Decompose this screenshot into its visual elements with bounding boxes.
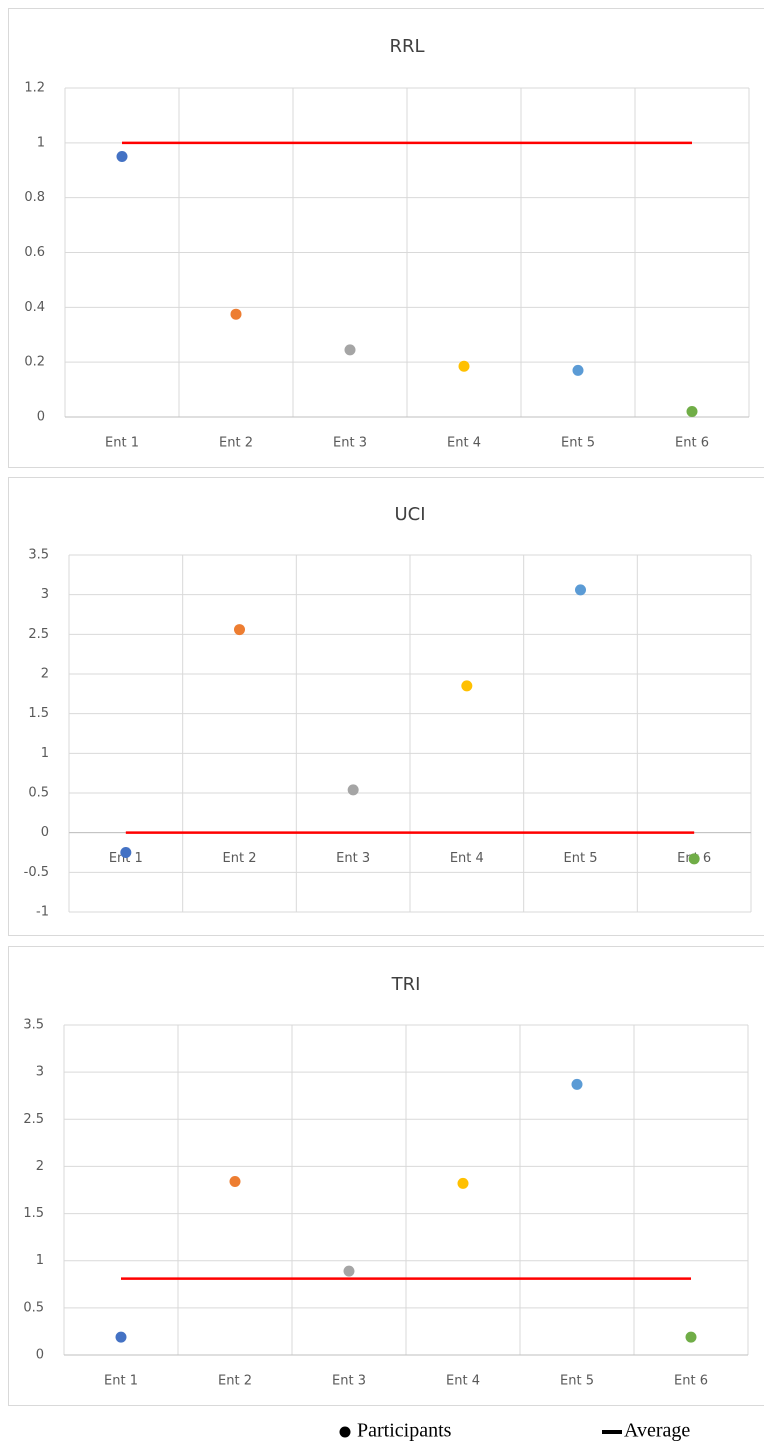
y-tick-label: 0.5 bbox=[28, 786, 49, 801]
participant-point bbox=[458, 360, 470, 372]
chart-border bbox=[8, 477, 764, 936]
x-tick-label: Ent 6 bbox=[675, 436, 709, 451]
y-tick-label: 0.2 bbox=[24, 355, 45, 370]
y-tick-label: 1.5 bbox=[28, 706, 49, 721]
y-tick-label: 2.5 bbox=[28, 627, 49, 642]
y-tick-label: 2.5 bbox=[23, 1112, 44, 1127]
x-tick-label: Ent 3 bbox=[332, 1374, 366, 1389]
chart-title: RRL bbox=[389, 36, 424, 57]
chart-title: UCI bbox=[394, 504, 425, 525]
x-tick-label: Ent 5 bbox=[564, 851, 598, 866]
y-tick-label: 3.5 bbox=[23, 1018, 44, 1033]
legend-dot bbox=[339, 1426, 351, 1438]
y-tick-label: 1.2 bbox=[24, 81, 45, 96]
participant-point bbox=[120, 847, 132, 858]
y-tick-label: 2 bbox=[36, 1159, 44, 1174]
participant-point bbox=[229, 1176, 241, 1188]
y-tick-label: 1 bbox=[37, 135, 45, 150]
x-tick-label: Ent 6 bbox=[674, 1374, 708, 1389]
y-tick-label: 0 bbox=[41, 825, 49, 840]
x-tick-label: Ent 5 bbox=[560, 1374, 594, 1389]
participant-point bbox=[685, 1331, 697, 1343]
y-tick-label: 1 bbox=[41, 746, 49, 761]
y-tick-label: 0.6 bbox=[24, 245, 45, 260]
x-tick-label: Ent 2 bbox=[219, 436, 253, 451]
participant-point bbox=[116, 151, 128, 163]
chart-border bbox=[8, 8, 764, 468]
participant-point bbox=[234, 624, 245, 636]
y-tick-label: 0.8 bbox=[24, 190, 45, 205]
legend-label: Participants bbox=[357, 1420, 452, 1442]
participant-point bbox=[343, 1265, 355, 1277]
x-tick-label: Ent 2 bbox=[218, 1374, 252, 1389]
y-tick-label: -0.5 bbox=[24, 865, 49, 880]
participant-point bbox=[572, 364, 584, 376]
y-tick-label: 0 bbox=[37, 410, 45, 425]
y-tick-label: 0.4 bbox=[24, 300, 45, 315]
legend-label: Average bbox=[624, 1420, 690, 1442]
participant-point bbox=[344, 344, 356, 356]
x-tick-label: Ent 1 bbox=[104, 1374, 138, 1389]
y-tick-label: 0 bbox=[36, 1348, 44, 1363]
x-tick-label: Ent 1 bbox=[105, 436, 139, 451]
participant-point bbox=[688, 853, 700, 865]
x-tick-label: Ent 3 bbox=[333, 436, 367, 451]
y-tick-label: 2 bbox=[41, 667, 49, 682]
x-tick-label: Ent 1 bbox=[109, 851, 143, 866]
chart-title: TRI bbox=[391, 974, 421, 995]
x-tick-label: Ent 4 bbox=[447, 436, 481, 451]
y-tick-label: -1 bbox=[36, 905, 49, 920]
participant-point bbox=[575, 584, 586, 596]
legend-dash bbox=[602, 1430, 622, 1434]
participant-point bbox=[347, 784, 359, 796]
participant-point bbox=[571, 1078, 583, 1090]
x-tick-label: Ent 3 bbox=[336, 851, 370, 866]
participant-point bbox=[686, 406, 698, 418]
participant-point bbox=[115, 1331, 127, 1343]
chart-border bbox=[8, 946, 764, 1406]
participant-point bbox=[461, 680, 473, 692]
x-tick-label: Ent 4 bbox=[450, 851, 484, 866]
y-tick-label: 3 bbox=[36, 1065, 44, 1080]
y-tick-label: 3.5 bbox=[28, 548, 49, 563]
x-tick-label: Ent 4 bbox=[446, 1374, 480, 1389]
x-tick-label: Ent 2 bbox=[223, 851, 257, 866]
y-tick-label: 3 bbox=[41, 587, 49, 602]
y-tick-label: 0.5 bbox=[23, 1300, 44, 1315]
participant-point bbox=[230, 308, 242, 320]
y-tick-label: 1.5 bbox=[23, 1206, 44, 1221]
x-tick-label: Ent 5 bbox=[561, 436, 595, 451]
y-tick-label: 1 bbox=[36, 1253, 44, 1268]
participant-point bbox=[457, 1177, 469, 1189]
